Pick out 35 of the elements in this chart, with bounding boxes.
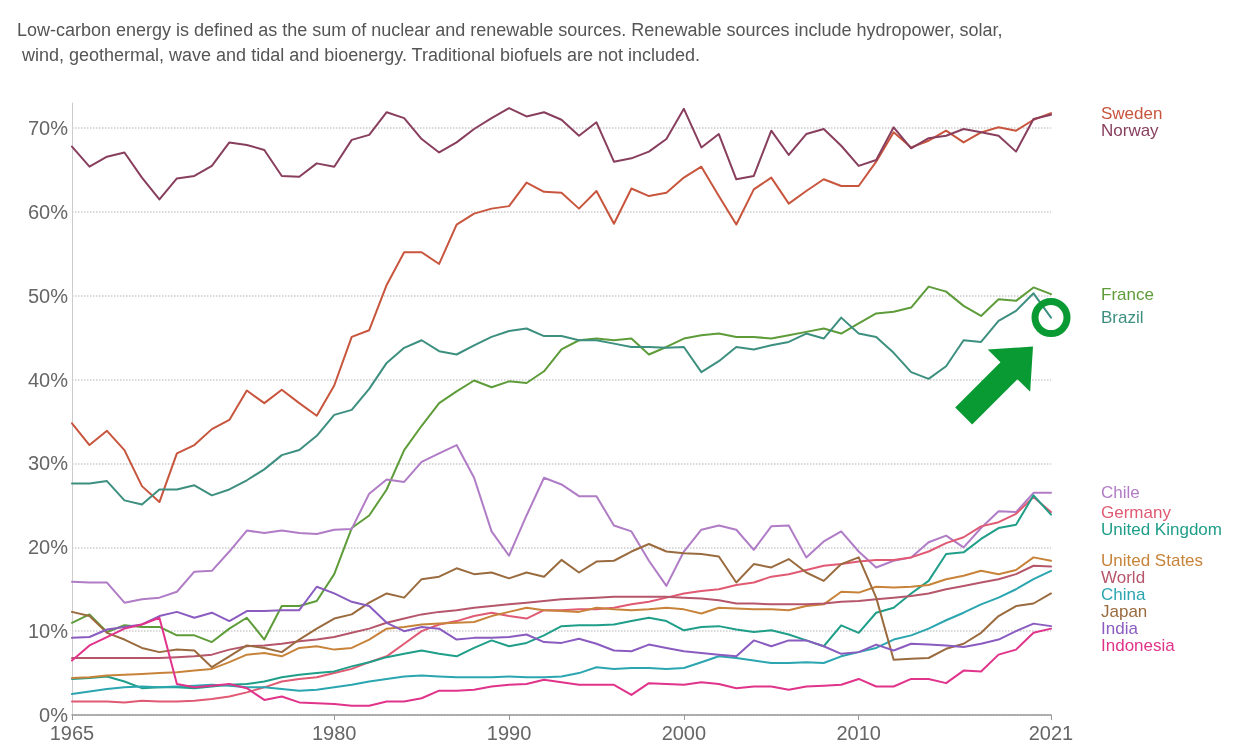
series-label: Brazil: [1101, 308, 1144, 328]
y-tick-label: 70%: [27, 117, 69, 140]
chart-subtitle: Low-carbon energy is defined as the sum of nuclear and renewable sources. Renewable sources include hydropower, solar, wind, geothermal, wave and tidal and bioenergy. Traditional biofuels are not included.: [17, 19, 1003, 65]
text: France: [1101, 284, 1154, 304]
line-series: [71, 542, 1052, 669]
text: Japan: [1101, 602, 1148, 622]
y-tick-label: 50%: [27, 284, 69, 307]
text: Sweden: [1101, 103, 1163, 123]
x-tick-label: 1990: [486, 722, 532, 744]
line-series: [71, 556, 1052, 680]
x-tick-label: 2021: [1028, 722, 1074, 744]
text: Chile: [1101, 483, 1140, 503]
line-series: [71, 564, 1052, 659]
text: Norway: [1101, 120, 1160, 140]
text: China: [1101, 585, 1146, 605]
line-series: [71, 569, 1052, 696]
line-series: [71, 585, 1052, 658]
text: India: [1101, 619, 1139, 639]
y-tick-label: 10%: [27, 620, 69, 643]
y-tick-label: 30%: [27, 452, 69, 475]
y-tick-label: 60%: [27, 200, 69, 223]
line-series: [71, 616, 1052, 707]
line-series: [71, 285, 1052, 644]
x-tick-label: 2000: [661, 722, 707, 744]
text: United States: [1101, 551, 1204, 571]
line-series: [71, 107, 1052, 201]
text: Indonesia: [1101, 636, 1176, 656]
x-tick-label: 2010: [836, 722, 881, 744]
y-tick-label: 40%: [27, 368, 69, 391]
text: World: [1101, 568, 1146, 588]
line-series: [71, 112, 1052, 504]
line-series: [71, 444, 1052, 604]
x-tick-label: 1980: [311, 722, 357, 744]
y-tick-label: 20%: [27, 536, 69, 559]
text: Germany: [1101, 502, 1172, 522]
